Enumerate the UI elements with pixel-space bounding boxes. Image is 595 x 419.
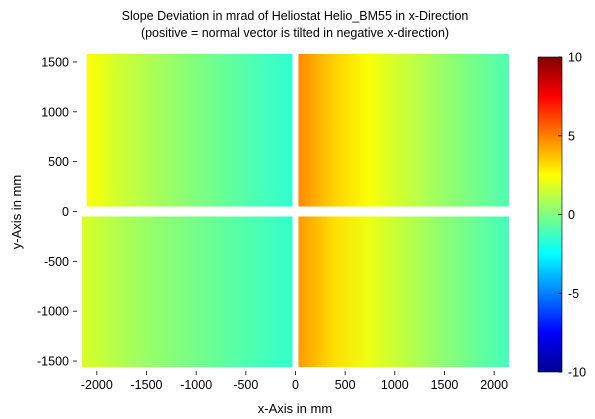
y-tick-label: 500 [48,155,69,169]
y-tick-label: 1500 [41,55,69,69]
x-tick-label: 0 [292,378,299,392]
x-axis-ticks: -2000 -1500 -1000 -500 0 500 1000 1500 2000 [81,371,508,392]
x-tick-label: 1500 [431,378,459,392]
colorbar-ticks: -10 -5 0 5 10 [558,51,586,380]
colorbar-tick-label: -5 [568,287,579,301]
x-tick-label: 2000 [480,378,508,392]
heatmap-panel-lower-left [81,216,293,368]
colorbar-tick-label: 10 [568,51,582,65]
chart-title-line1: Slope Deviation in mrad of Heliostat Hel… [122,9,469,23]
colorbar-tick-label: 5 [568,129,575,143]
heatmap-panel-upper-right [298,53,510,207]
heatmap-panel-upper-left [86,53,293,207]
x-tick-label: 500 [335,378,356,392]
colorbar-tick-label: 0 [568,208,575,222]
y-tick-label: 0 [62,205,69,219]
y-axis-ticks: -1500 -1000 -500 0 500 1000 1500 [37,55,77,369]
y-axis-label: y-Axis in mm [9,175,24,249]
colorbar-tick-label: -10 [568,366,586,380]
x-tick-label: -2000 [81,378,113,392]
y-tick-label: 1000 [41,105,69,119]
y-tick-label: -500 [44,255,69,269]
chart-title-line2: (positive = normal vector is tilted in n… [141,26,449,40]
x-axis-label: x-Axis in mm [258,401,332,416]
y-tick-label: -1500 [37,355,69,369]
plot-area [81,53,510,368]
heatmap-panel-lower-right [298,216,510,368]
x-tick-label: -1500 [131,378,163,392]
x-tick-label: 1000 [381,378,409,392]
x-tick-label: -1000 [180,378,212,392]
x-tick-label: -500 [233,378,258,392]
y-tick-label: -1000 [37,305,69,319]
